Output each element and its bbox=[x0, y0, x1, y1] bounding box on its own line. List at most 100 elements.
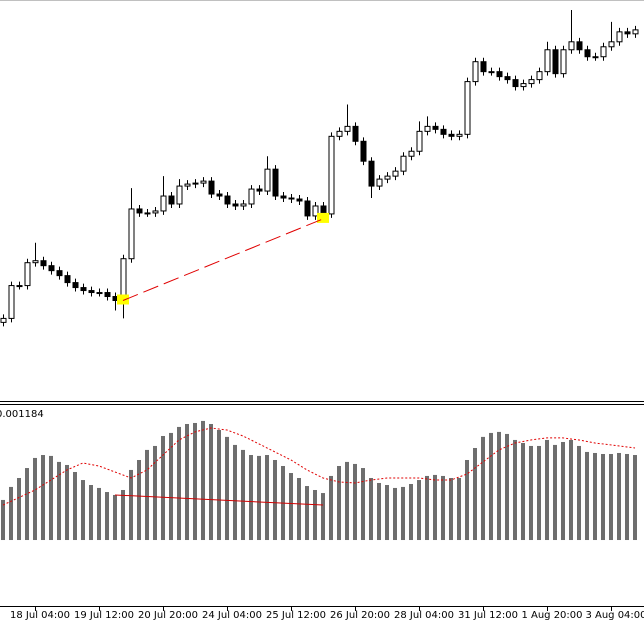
candle-body bbox=[24, 262, 31, 287]
histogram-bar bbox=[601, 453, 605, 541]
histogram-bar bbox=[9, 486, 13, 541]
candle-body bbox=[168, 195, 175, 205]
histogram-bar bbox=[497, 431, 501, 541]
candle-body bbox=[568, 41, 575, 51]
candle-body bbox=[544, 49, 551, 73]
trendline bbox=[122, 218, 324, 301]
histogram-bar bbox=[57, 461, 61, 541]
histogram-bar bbox=[49, 455, 53, 541]
histogram-bar bbox=[337, 465, 341, 541]
candle-body bbox=[160, 195, 167, 212]
candle-body bbox=[600, 46, 607, 58]
histogram-bar bbox=[145, 449, 149, 541]
histogram-bar bbox=[417, 480, 421, 541]
histogram-bar bbox=[489, 432, 493, 541]
x-tick-label: 18 Jul 04:00 bbox=[10, 610, 70, 621]
histogram-bar bbox=[241, 449, 245, 541]
histogram-bar bbox=[345, 461, 349, 541]
histogram-bar bbox=[553, 444, 557, 541]
candle-body bbox=[608, 41, 615, 48]
candle-body bbox=[0, 317, 7, 323]
histogram-bar bbox=[569, 439, 573, 541]
candle-body bbox=[200, 180, 207, 184]
candle-body bbox=[592, 56, 599, 59]
candle-body bbox=[368, 160, 375, 187]
histogram-bar bbox=[89, 485, 93, 541]
histogram-bar bbox=[449, 477, 453, 541]
candle-body bbox=[232, 203, 239, 207]
candle-body bbox=[408, 150, 415, 157]
histogram-bar bbox=[433, 474, 437, 541]
candle-body bbox=[328, 135, 335, 215]
candle-body bbox=[520, 83, 527, 88]
candle-body bbox=[64, 275, 71, 284]
x-tick-label: 31 Jul 12:00 bbox=[458, 610, 518, 621]
macd-trendline bbox=[114, 494, 324, 506]
histogram-bar bbox=[441, 475, 445, 541]
x-tick-label: 1 Aug 20:00 bbox=[521, 610, 582, 621]
histogram-bar bbox=[329, 475, 333, 541]
candle-body bbox=[272, 168, 279, 197]
histogram-bar bbox=[369, 477, 373, 541]
candle-body bbox=[392, 170, 399, 177]
histogram-bar bbox=[105, 492, 109, 541]
histogram-bar bbox=[425, 475, 429, 541]
candle-body bbox=[624, 31, 631, 35]
histogram-bar bbox=[305, 486, 309, 541]
histogram-bar bbox=[457, 477, 461, 541]
histogram-bar bbox=[1, 499, 5, 541]
histogram-bar bbox=[537, 445, 541, 541]
histogram-bar bbox=[129, 469, 133, 541]
candle-body bbox=[104, 292, 111, 298]
candle-body bbox=[208, 180, 215, 195]
histogram-bar bbox=[65, 464, 69, 541]
candle-body bbox=[40, 260, 47, 267]
histogram-bar bbox=[81, 480, 85, 541]
candle-body bbox=[552, 49, 559, 75]
candle-body bbox=[424, 125, 431, 132]
candle-body bbox=[128, 208, 135, 260]
candle-body bbox=[176, 185, 183, 205]
histogram-bar bbox=[385, 485, 389, 541]
histogram-bar bbox=[545, 439, 549, 541]
candle-body bbox=[280, 195, 287, 199]
histogram-bar bbox=[593, 452, 597, 541]
candle-body bbox=[344, 125, 351, 132]
candle-body bbox=[72, 282, 79, 289]
histogram-bar bbox=[609, 453, 613, 541]
candle-body bbox=[504, 76, 511, 81]
histogram-bar bbox=[401, 486, 405, 541]
x-tick-label: 24 Jul 04:00 bbox=[202, 610, 262, 621]
trendline-anchor bbox=[117, 294, 129, 305]
candle-body bbox=[264, 168, 271, 192]
histogram-bar bbox=[217, 429, 221, 541]
histogram-bar bbox=[225, 436, 229, 541]
candle-body bbox=[192, 182, 199, 185]
histogram-bar bbox=[377, 482, 381, 541]
histogram-bar bbox=[185, 423, 189, 541]
histogram-bar bbox=[169, 432, 173, 541]
candle-body bbox=[256, 188, 263, 192]
histogram-bar bbox=[409, 483, 413, 541]
x-tick-label: 28 Jul 04:00 bbox=[394, 610, 454, 621]
histogram-bar bbox=[529, 445, 533, 541]
candle-body bbox=[352, 125, 359, 142]
candle-body bbox=[224, 195, 231, 205]
candle-body bbox=[536, 71, 543, 81]
candle-body bbox=[248, 188, 255, 205]
histogram-bar bbox=[321, 493, 325, 541]
histogram-bar bbox=[577, 445, 581, 541]
histogram-bar bbox=[361, 468, 365, 541]
histogram-bar bbox=[513, 439, 517, 541]
candle-body bbox=[576, 41, 583, 51]
histogram-bar bbox=[273, 459, 277, 541]
histogram-bar bbox=[617, 452, 621, 541]
candle-body bbox=[560, 49, 567, 75]
x-tick-label: 26 Jul 20:00 bbox=[330, 610, 390, 621]
candle-body bbox=[416, 130, 423, 152]
histogram-bar bbox=[393, 487, 397, 541]
candle-body bbox=[288, 197, 295, 200]
histogram-bar bbox=[465, 459, 469, 541]
candle-body bbox=[80, 287, 87, 292]
